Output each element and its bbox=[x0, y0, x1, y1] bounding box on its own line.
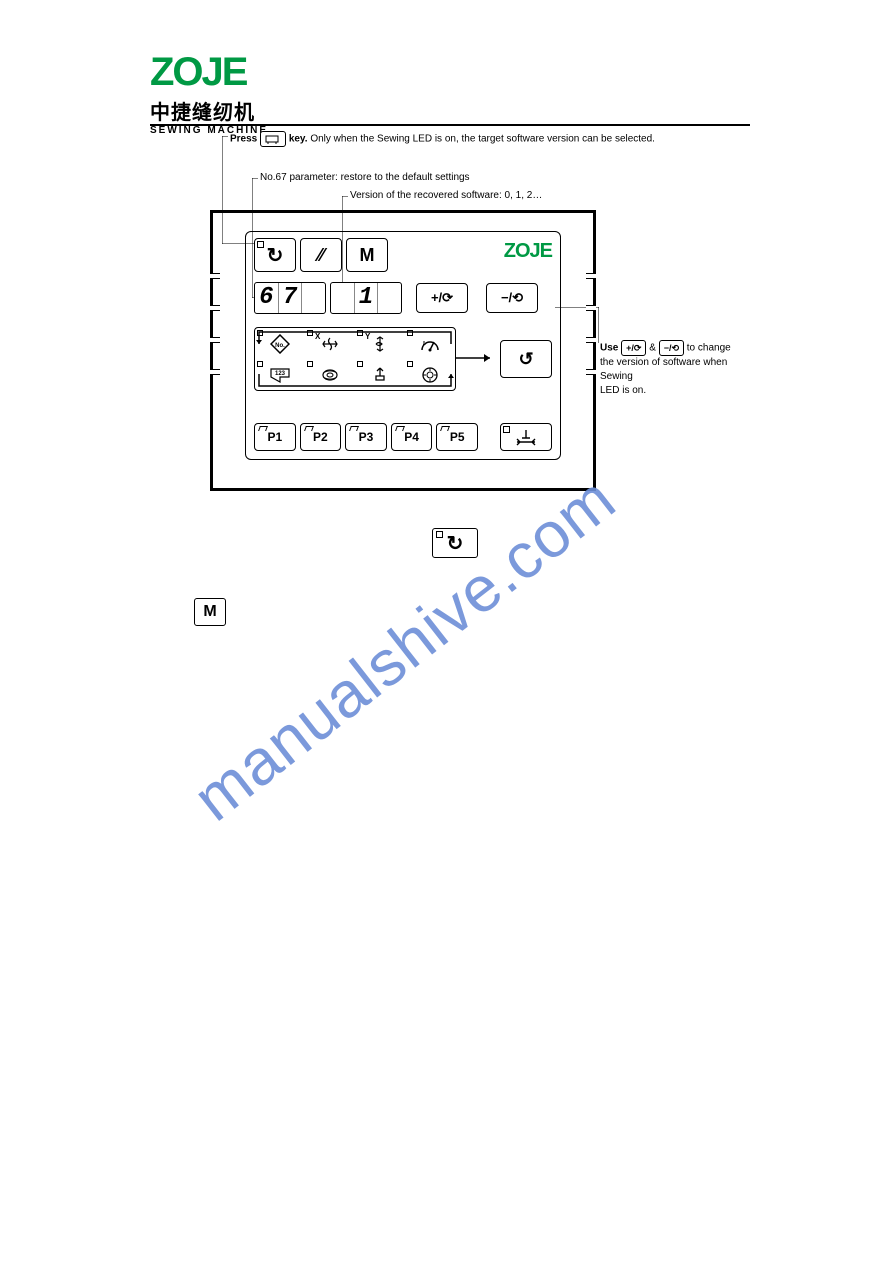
lcd-digit: 1 bbox=[355, 283, 379, 313]
minus-glyph: −/⟲ bbox=[501, 290, 523, 306]
minus-button[interactable]: −/⟲ bbox=[486, 283, 538, 313]
connector-arrow bbox=[456, 352, 496, 364]
row-lcd: 6 7 1 +/⟳ −/⟲ bbox=[254, 282, 552, 314]
floating-ready-button[interactable]: ↻ bbox=[432, 528, 478, 558]
panel-notch bbox=[586, 337, 596, 343]
row-top-buttons: ↻ ⁄⁄ M bbox=[254, 238, 394, 272]
icon-y-scale[interactable]: Y bbox=[355, 328, 405, 359]
reset-button[interactable]: ⁄⁄ bbox=[300, 238, 342, 272]
cycle-glyph: ↺ bbox=[518, 349, 533, 370]
icon-presser[interactable] bbox=[355, 359, 405, 390]
mode-button[interactable]: M bbox=[346, 238, 388, 272]
lcd-left: 6 7 bbox=[254, 282, 326, 314]
annotation-use: Use +/⟳ & −/⟲ to change the version of s… bbox=[600, 340, 750, 398]
thread-clamp-button[interactable] bbox=[500, 423, 552, 451]
icon-grid: No. X Y 123 bbox=[255, 328, 455, 390]
floating-ready-glyph: ↻ bbox=[447, 531, 464, 556]
panel-notch bbox=[210, 305, 220, 311]
row-p-buttons: P1 P2 P3 P4 P5 bbox=[254, 423, 552, 451]
annotation-use-rest3: LED is on. bbox=[600, 385, 646, 396]
lcd-digit: 6 bbox=[255, 283, 279, 313]
panel-notch bbox=[210, 369, 220, 375]
panel-inner: ZOJE ↻ ⁄⁄ M 6 7 bbox=[245, 231, 561, 460]
use-key-plus: +/⟳ bbox=[621, 340, 646, 356]
panel-logo: ZOJE bbox=[504, 240, 552, 263]
lcd-digit bbox=[331, 283, 355, 313]
annotation-use-rest2: the version of software when Sewing bbox=[600, 357, 727, 382]
icon-grid-box: No. X Y 123 bbox=[254, 327, 456, 391]
thread-clamp-icon bbox=[513, 428, 539, 446]
page: ZOJE 中捷缝纫机 SEWING MACHINE Press key. Onl… bbox=[0, 0, 893, 1263]
panel-notch bbox=[586, 305, 596, 311]
reset-glyph: ⁄⁄ bbox=[318, 245, 324, 266]
press-key-icon bbox=[260, 131, 286, 147]
floating-m-button[interactable]: M bbox=[194, 598, 226, 626]
annotation-press-mid: key. bbox=[289, 134, 308, 145]
panel-notch bbox=[210, 337, 220, 343]
p5-button[interactable]: P5 bbox=[436, 423, 478, 451]
lcd-digit bbox=[302, 283, 325, 313]
floating-m-glyph: M bbox=[203, 603, 216, 621]
icon-x-scale[interactable]: X bbox=[305, 328, 355, 359]
panel-notch bbox=[586, 273, 596, 279]
plus-button[interactable]: +/⟳ bbox=[416, 283, 468, 313]
thread-led bbox=[503, 426, 510, 433]
plus-glyph: +/⟳ bbox=[431, 290, 453, 306]
annotation-press: Press key. Only when the Sewing LED is o… bbox=[230, 131, 655, 147]
icon-counter[interactable]: 123 bbox=[255, 359, 305, 390]
icon-bobbin[interactable] bbox=[305, 359, 355, 390]
annotation-use-amp: & bbox=[649, 343, 656, 354]
annotation-param67: No.67 parameter: restore to the default … bbox=[260, 172, 470, 183]
p1-button[interactable]: P1 bbox=[254, 423, 296, 451]
lcd-right: 1 bbox=[330, 282, 402, 314]
ready-button[interactable]: ↻ bbox=[254, 238, 296, 272]
lcd-digit: 7 bbox=[279, 283, 303, 313]
p2-button[interactable]: P2 bbox=[300, 423, 342, 451]
annotation-press-rest: Only when the Sewing LED is on, the targ… bbox=[310, 134, 655, 145]
logo-subtitle-cn: 中捷缝纫机 bbox=[150, 96, 268, 125]
p3-button[interactable]: P3 bbox=[345, 423, 387, 451]
cycle-button[interactable]: ↺ bbox=[500, 340, 552, 378]
panel-notch bbox=[586, 369, 596, 375]
logo-text: ZOJE bbox=[150, 52, 268, 92]
ready-glyph: ↻ bbox=[267, 243, 284, 268]
panel-notch bbox=[210, 273, 220, 279]
svg-text:No.: No. bbox=[275, 343, 285, 349]
annotation-version: Version of the recovered software: 0, 1,… bbox=[350, 190, 542, 201]
annotation-use-rest1: to change bbox=[687, 343, 731, 354]
annotation-use-prefix: Use bbox=[600, 343, 618, 354]
floating-ready-led bbox=[436, 531, 443, 538]
svg-text:123: 123 bbox=[275, 371, 286, 377]
p4-button[interactable]: P4 bbox=[391, 423, 433, 451]
ready-led bbox=[257, 241, 264, 248]
icon-speed[interactable] bbox=[405, 328, 455, 359]
control-panel: ZOJE ↻ ⁄⁄ M 6 7 bbox=[210, 210, 596, 491]
lcd-digit bbox=[378, 283, 401, 313]
header-rule bbox=[150, 124, 750, 126]
icon-no[interactable]: No. bbox=[255, 328, 305, 359]
icon-tension[interactable] bbox=[405, 359, 455, 390]
use-key-minus: −/⟲ bbox=[659, 340, 684, 356]
mode-glyph: M bbox=[360, 245, 375, 266]
